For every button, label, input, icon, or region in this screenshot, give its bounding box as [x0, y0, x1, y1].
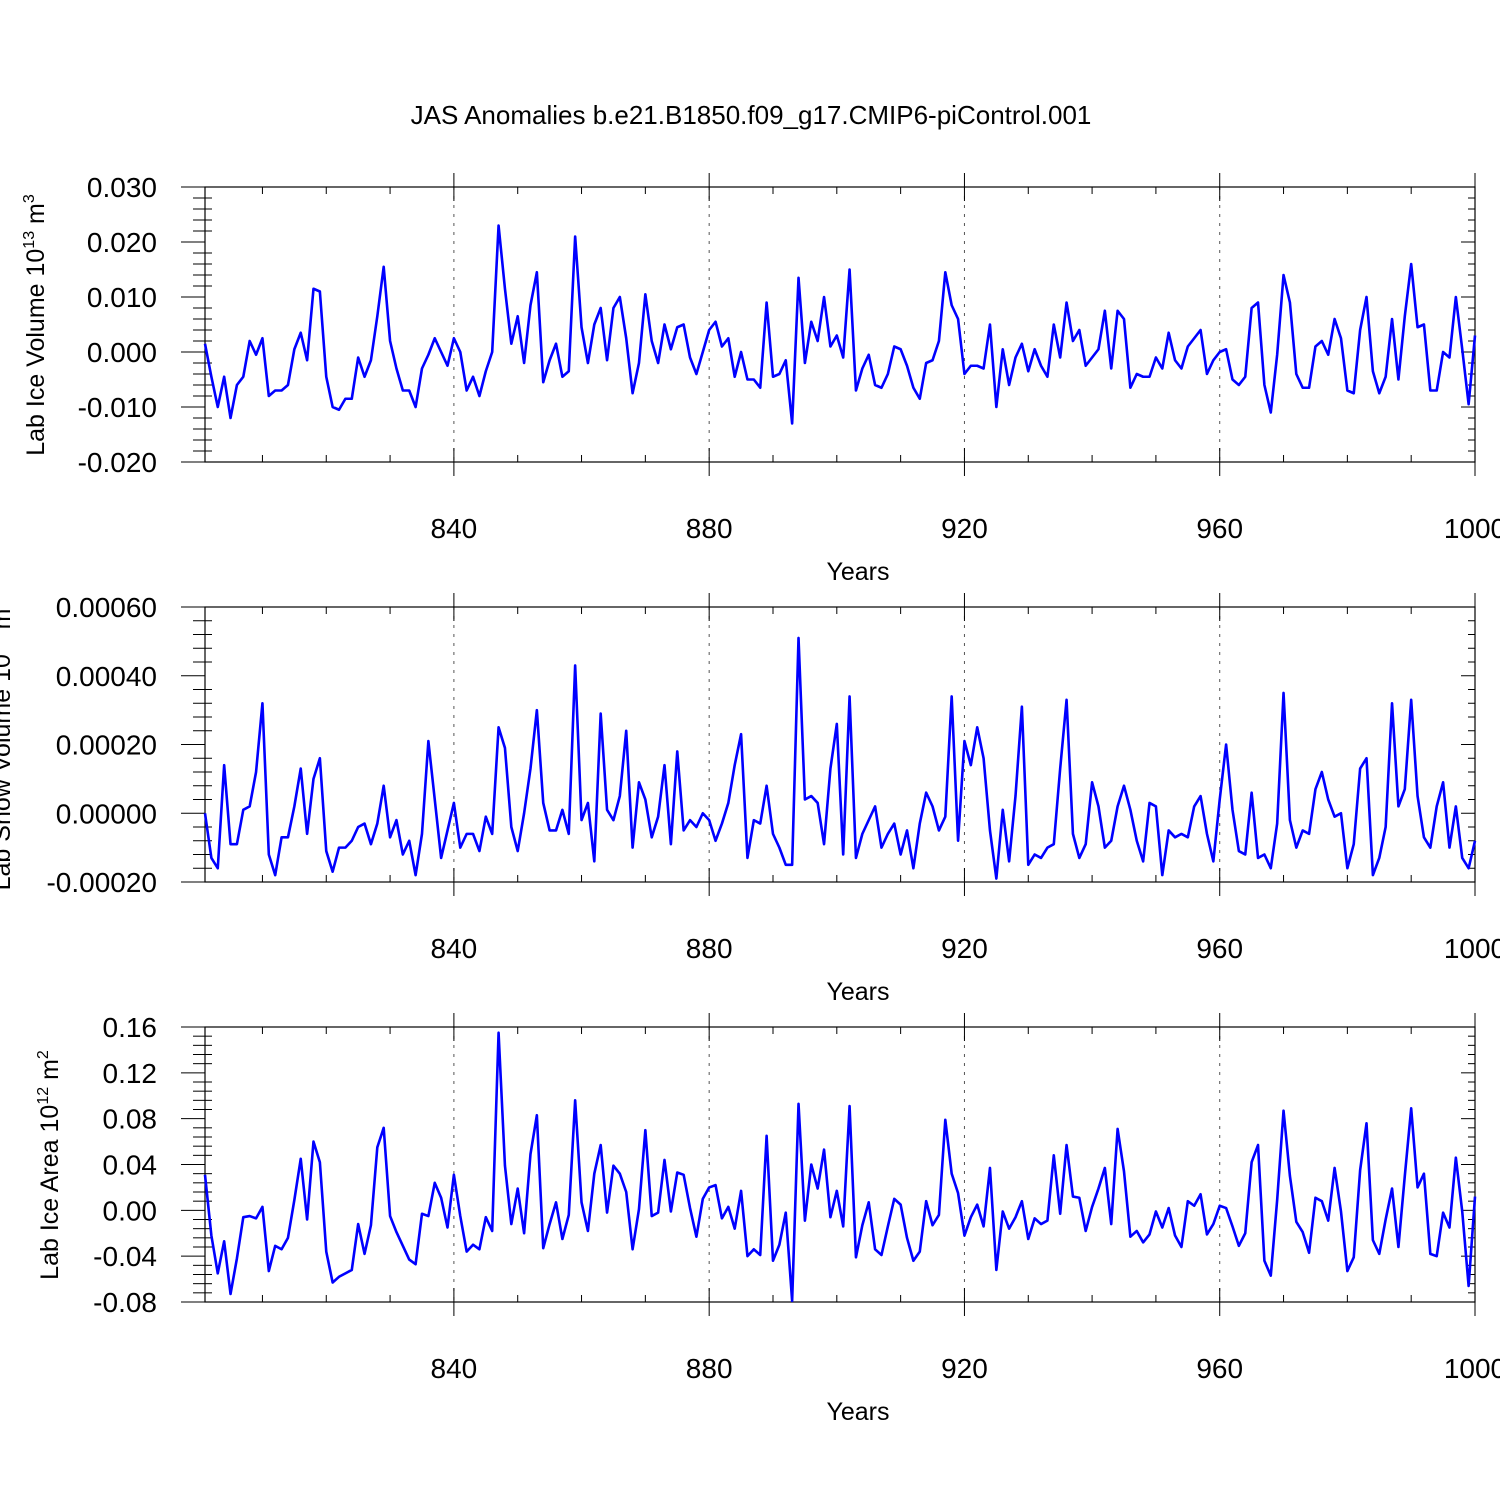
y-tick-label: 0.12	[103, 1058, 158, 1089]
y-axis-title-unit: m	[22, 203, 50, 231]
x-tick-label: 840	[431, 933, 478, 964]
y-axis-title: Lab Ice Volume 1013 m3	[21, 194, 50, 456]
y-tick-label: 0.010	[87, 282, 157, 313]
x-tick-label: 960	[1196, 513, 1243, 544]
y-axis-title-unit-exponent: 3	[0, 600, 4, 609]
y-tick-label: 0.00040	[56, 661, 157, 692]
y-tick-label: -0.00020	[46, 867, 157, 898]
y-axis-title-exponent: 13	[21, 231, 38, 249]
series-line	[203, 1031, 1477, 1303]
y-tick-label: 0.08	[103, 1104, 158, 1135]
y-axis-title: Lab Snow Volume 1013 m3	[0, 600, 16, 891]
y-tick-label: 0.000	[87, 337, 157, 368]
x-tick-label: 960	[1196, 1353, 1243, 1384]
y-axis-title-unit: m	[36, 1059, 64, 1087]
y-axis-title-exponent: 13	[0, 636, 4, 654]
y-axis-title: Lab Ice Area 1012 m2	[35, 1050, 64, 1280]
y-axis-title-unit-exponent: 3	[21, 194, 38, 203]
figure-title: JAS Anomalies b.e21.B1850.f09_g17.CMIP6-…	[411, 100, 1092, 130]
x-axis-title: Years	[826, 558, 889, 586]
x-tick-label: 880	[686, 1353, 733, 1384]
y-axis-title-text: Lab Snow Volume 10	[0, 654, 16, 890]
y-axis-title-unit-exponent: 2	[35, 1050, 52, 1059]
panel-3: 840 880 920 960 1000 -0.08 -0.04 0.00 0.04 0.08 0.…	[35, 1012, 1500, 1426]
y-tick-label: 0.04	[103, 1150, 158, 1181]
x-tick-label: 1000	[1444, 933, 1500, 964]
y-tick-label: -0.08	[93, 1287, 157, 1318]
y-tick-label: 0.00000	[56, 798, 157, 829]
x-tick-label: 840	[431, 1353, 478, 1384]
series-line	[203, 636, 1477, 880]
y-axis-title-text: Lab Ice Area 10	[36, 1105, 64, 1280]
x-tick-label: 960	[1196, 933, 1243, 964]
x-axis-title: Years	[826, 1398, 889, 1426]
y-tick-label: 0.00060	[56, 592, 157, 623]
y-axis-title-unit: m	[0, 609, 16, 637]
y-tick-label: 0.00	[103, 1195, 158, 1226]
y-tick-label: 0.00020	[56, 730, 157, 761]
panel-1: 840 880 920 960 1000 -0.020 -0.010 0.000 0.010 0.…	[21, 172, 1500, 586]
y-tick-label: -0.020	[78, 447, 157, 478]
x-axis-title: Years	[826, 978, 889, 1006]
y-tick-label: -0.04	[93, 1241, 157, 1272]
y-axis-title-text: Lab Ice Volume 10	[22, 249, 50, 456]
panel-2: 840 880 920 960 1000 -0.00020 0.00000 0.00020 0.…	[0, 592, 1500, 1006]
panels: 840 880 920 960 1000 -0.020 -0.010 0.000 0.010 0.…	[0, 172, 1500, 1426]
y-axis-title-exponent: 12	[35, 1087, 52, 1105]
x-tick-label: 880	[686, 513, 733, 544]
x-tick-label: 840	[431, 513, 478, 544]
x-tick-label: 920	[941, 933, 988, 964]
y-tick-label: 0.020	[87, 227, 157, 258]
series-line	[203, 224, 1477, 425]
y-tick-label: -0.010	[78, 392, 157, 423]
y-tick-label: 0.16	[103, 1012, 158, 1043]
x-tick-label: 880	[686, 933, 733, 964]
x-tick-label: 920	[941, 513, 988, 544]
plot-frame	[204, 186, 1476, 463]
y-tick-label: 0.030	[87, 172, 157, 203]
x-tick-label: 1000	[1444, 1353, 1500, 1384]
x-tick-label: 920	[941, 1353, 988, 1384]
x-tick-label: 1000	[1444, 513, 1500, 544]
